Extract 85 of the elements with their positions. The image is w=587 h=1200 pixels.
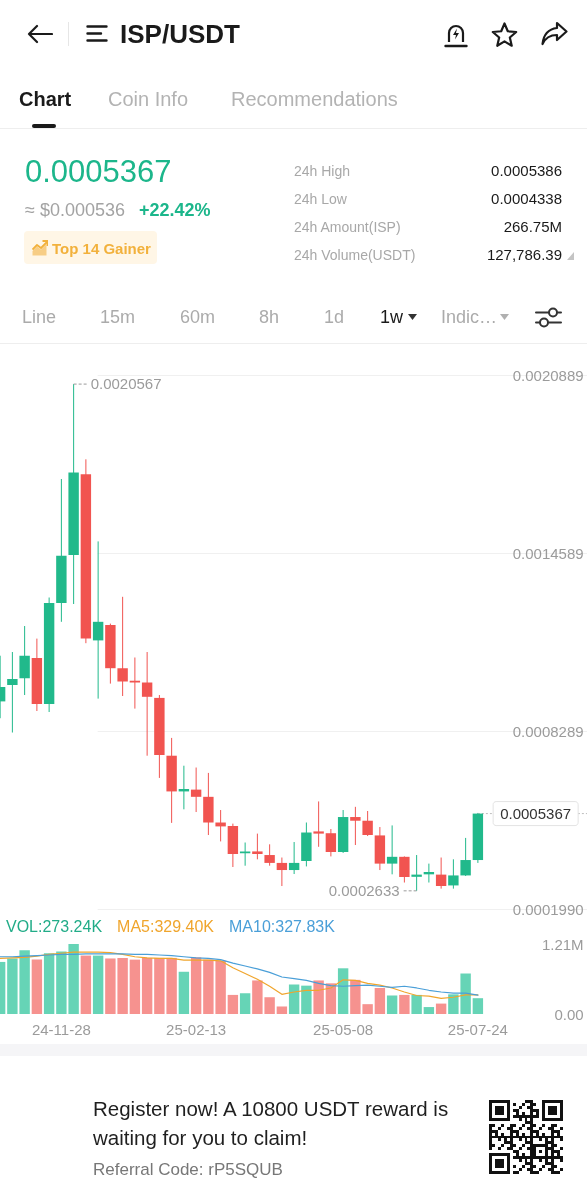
bar bbox=[92, 955, 104, 1014]
candlestick bbox=[288, 841, 300, 875]
bar bbox=[313, 980, 324, 1014]
bar bbox=[411, 994, 422, 1014]
candlestick bbox=[252, 833, 263, 860]
candlestick bbox=[386, 824, 398, 875]
x-tick-label: 25-07-24 bbox=[447, 1020, 508, 1038]
bar bbox=[178, 971, 189, 1014]
bar bbox=[43, 953, 55, 1014]
bar bbox=[141, 957, 153, 1014]
text: 60m bbox=[180, 305, 216, 329]
series-label: VOL:273.24K bbox=[6, 918, 103, 935]
bar bbox=[386, 995, 398, 1014]
candlestick bbox=[435, 857, 447, 890]
bar bbox=[374, 987, 385, 1014]
text: +22.42% bbox=[139, 199, 211, 222]
candlestick bbox=[264, 843, 275, 867]
ref-line-label: 0.0005367 bbox=[500, 804, 571, 822]
candlestick bbox=[448, 858, 459, 890]
text: ISP/USDT bbox=[120, 18, 240, 51]
text: 24h Low bbox=[294, 189, 347, 208]
candlestick bbox=[141, 651, 153, 757]
bar bbox=[435, 1003, 447, 1014]
candlestick bbox=[239, 842, 251, 867]
candlestick bbox=[460, 837, 471, 877]
bar bbox=[301, 985, 312, 1014]
text: 127,786.39 bbox=[486, 245, 562, 265]
bar bbox=[276, 1006, 287, 1014]
candlestick bbox=[129, 657, 140, 710]
x-tick-label: 24-11-28 bbox=[31, 1020, 91, 1038]
text: 1w bbox=[380, 305, 404, 329]
text: Referral Code: rP5SQUB bbox=[93, 1159, 283, 1181]
candlestick bbox=[325, 828, 336, 857]
series-label: MA5:329.40K bbox=[117, 918, 215, 935]
text: Register now! A 10800 USDT reward is waiting for you to claim! bbox=[93, 1096, 450, 1151]
text: ≈ $0.000536 bbox=[25, 199, 125, 222]
bar bbox=[129, 959, 140, 1014]
candlestick bbox=[117, 596, 128, 697]
candlestick bbox=[411, 854, 422, 892]
text: Indic… bbox=[441, 305, 498, 329]
candlestick bbox=[92, 540, 104, 700]
text: 0.0004338 bbox=[491, 189, 562, 208]
text: 15m bbox=[100, 305, 136, 329]
text: 0.0005386 bbox=[491, 161, 562, 180]
text: Chart bbox=[19, 86, 72, 112]
bar bbox=[239, 993, 251, 1014]
candlestick bbox=[190, 767, 202, 813]
text: Coin Info bbox=[108, 86, 189, 112]
text: 24h Volume(USDT) bbox=[294, 245, 416, 264]
text: 8h bbox=[259, 305, 280, 329]
series-label: MA10:327.83K bbox=[229, 918, 335, 935]
candlestick bbox=[276, 857, 287, 887]
candlestick bbox=[313, 800, 324, 848]
text: 266.75M bbox=[503, 217, 562, 237]
y-tick-label: 0.0014589 bbox=[512, 544, 584, 562]
text: 1d bbox=[324, 305, 345, 329]
x-tick-label: 25-05-08 bbox=[312, 1020, 374, 1038]
candlestick bbox=[350, 806, 361, 846]
bar bbox=[472, 998, 483, 1014]
text: Line bbox=[22, 305, 57, 329]
text: 24h Amount(ISP) bbox=[294, 217, 401, 236]
text: 0.0005367 bbox=[25, 152, 172, 191]
y-tick-label: 0.0020889 bbox=[512, 366, 584, 384]
bar bbox=[288, 984, 300, 1014]
candlestick bbox=[7, 651, 18, 734]
text: 24h High bbox=[294, 161, 351, 180]
y-tick-label: 0.00 bbox=[554, 1005, 584, 1023]
y-tick-label: 1.21M bbox=[541, 935, 584, 953]
x-tick-label: 25-02-13 bbox=[165, 1020, 227, 1038]
bar bbox=[325, 983, 336, 1014]
annotation: 0.0002633 bbox=[328, 881, 400, 899]
candlestick bbox=[399, 855, 410, 884]
candlestick bbox=[362, 810, 373, 837]
annotation: 0.0020567 bbox=[90, 375, 162, 393]
bar bbox=[190, 957, 202, 1014]
y-tick-label: 0.0008289 bbox=[512, 722, 584, 740]
text: Recommendations bbox=[231, 86, 398, 112]
text: Top 14 Gainer bbox=[52, 238, 151, 258]
candlestick bbox=[19, 625, 30, 696]
bar bbox=[31, 959, 42, 1014]
y-tick-label: 0.0001990 bbox=[512, 900, 584, 918]
bar bbox=[80, 955, 91, 1014]
bar bbox=[227, 994, 238, 1014]
bar bbox=[399, 994, 410, 1014]
bar bbox=[423, 1007, 434, 1014]
